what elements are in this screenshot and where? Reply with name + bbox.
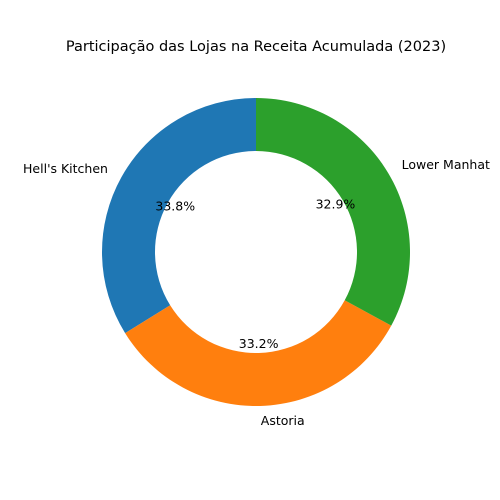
- slice-label-1: Hell's Kitchen: [23, 161, 108, 176]
- percent-label-2: 33.2%: [239, 336, 279, 351]
- donut-slice-1: [102, 98, 256, 334]
- donut-slice-3: [256, 97, 411, 326]
- slice-label-2: Astoria: [261, 413, 305, 428]
- slice-labels: Hell's Kitchen 33.8% Astoria 33.2% Lower Man…: [23, 157, 490, 428]
- donut-slices: [102, 97, 411, 406]
- donut-slice-2: [125, 300, 392, 406]
- percent-label-3: 32.9%: [316, 196, 356, 211]
- percent-label-1: 33.8%: [155, 199, 195, 214]
- chart-title: Participação das Lojas na Receita Acumul…: [66, 39, 446, 55]
- slice-label-3: Lower Manhat: [402, 157, 490, 172]
